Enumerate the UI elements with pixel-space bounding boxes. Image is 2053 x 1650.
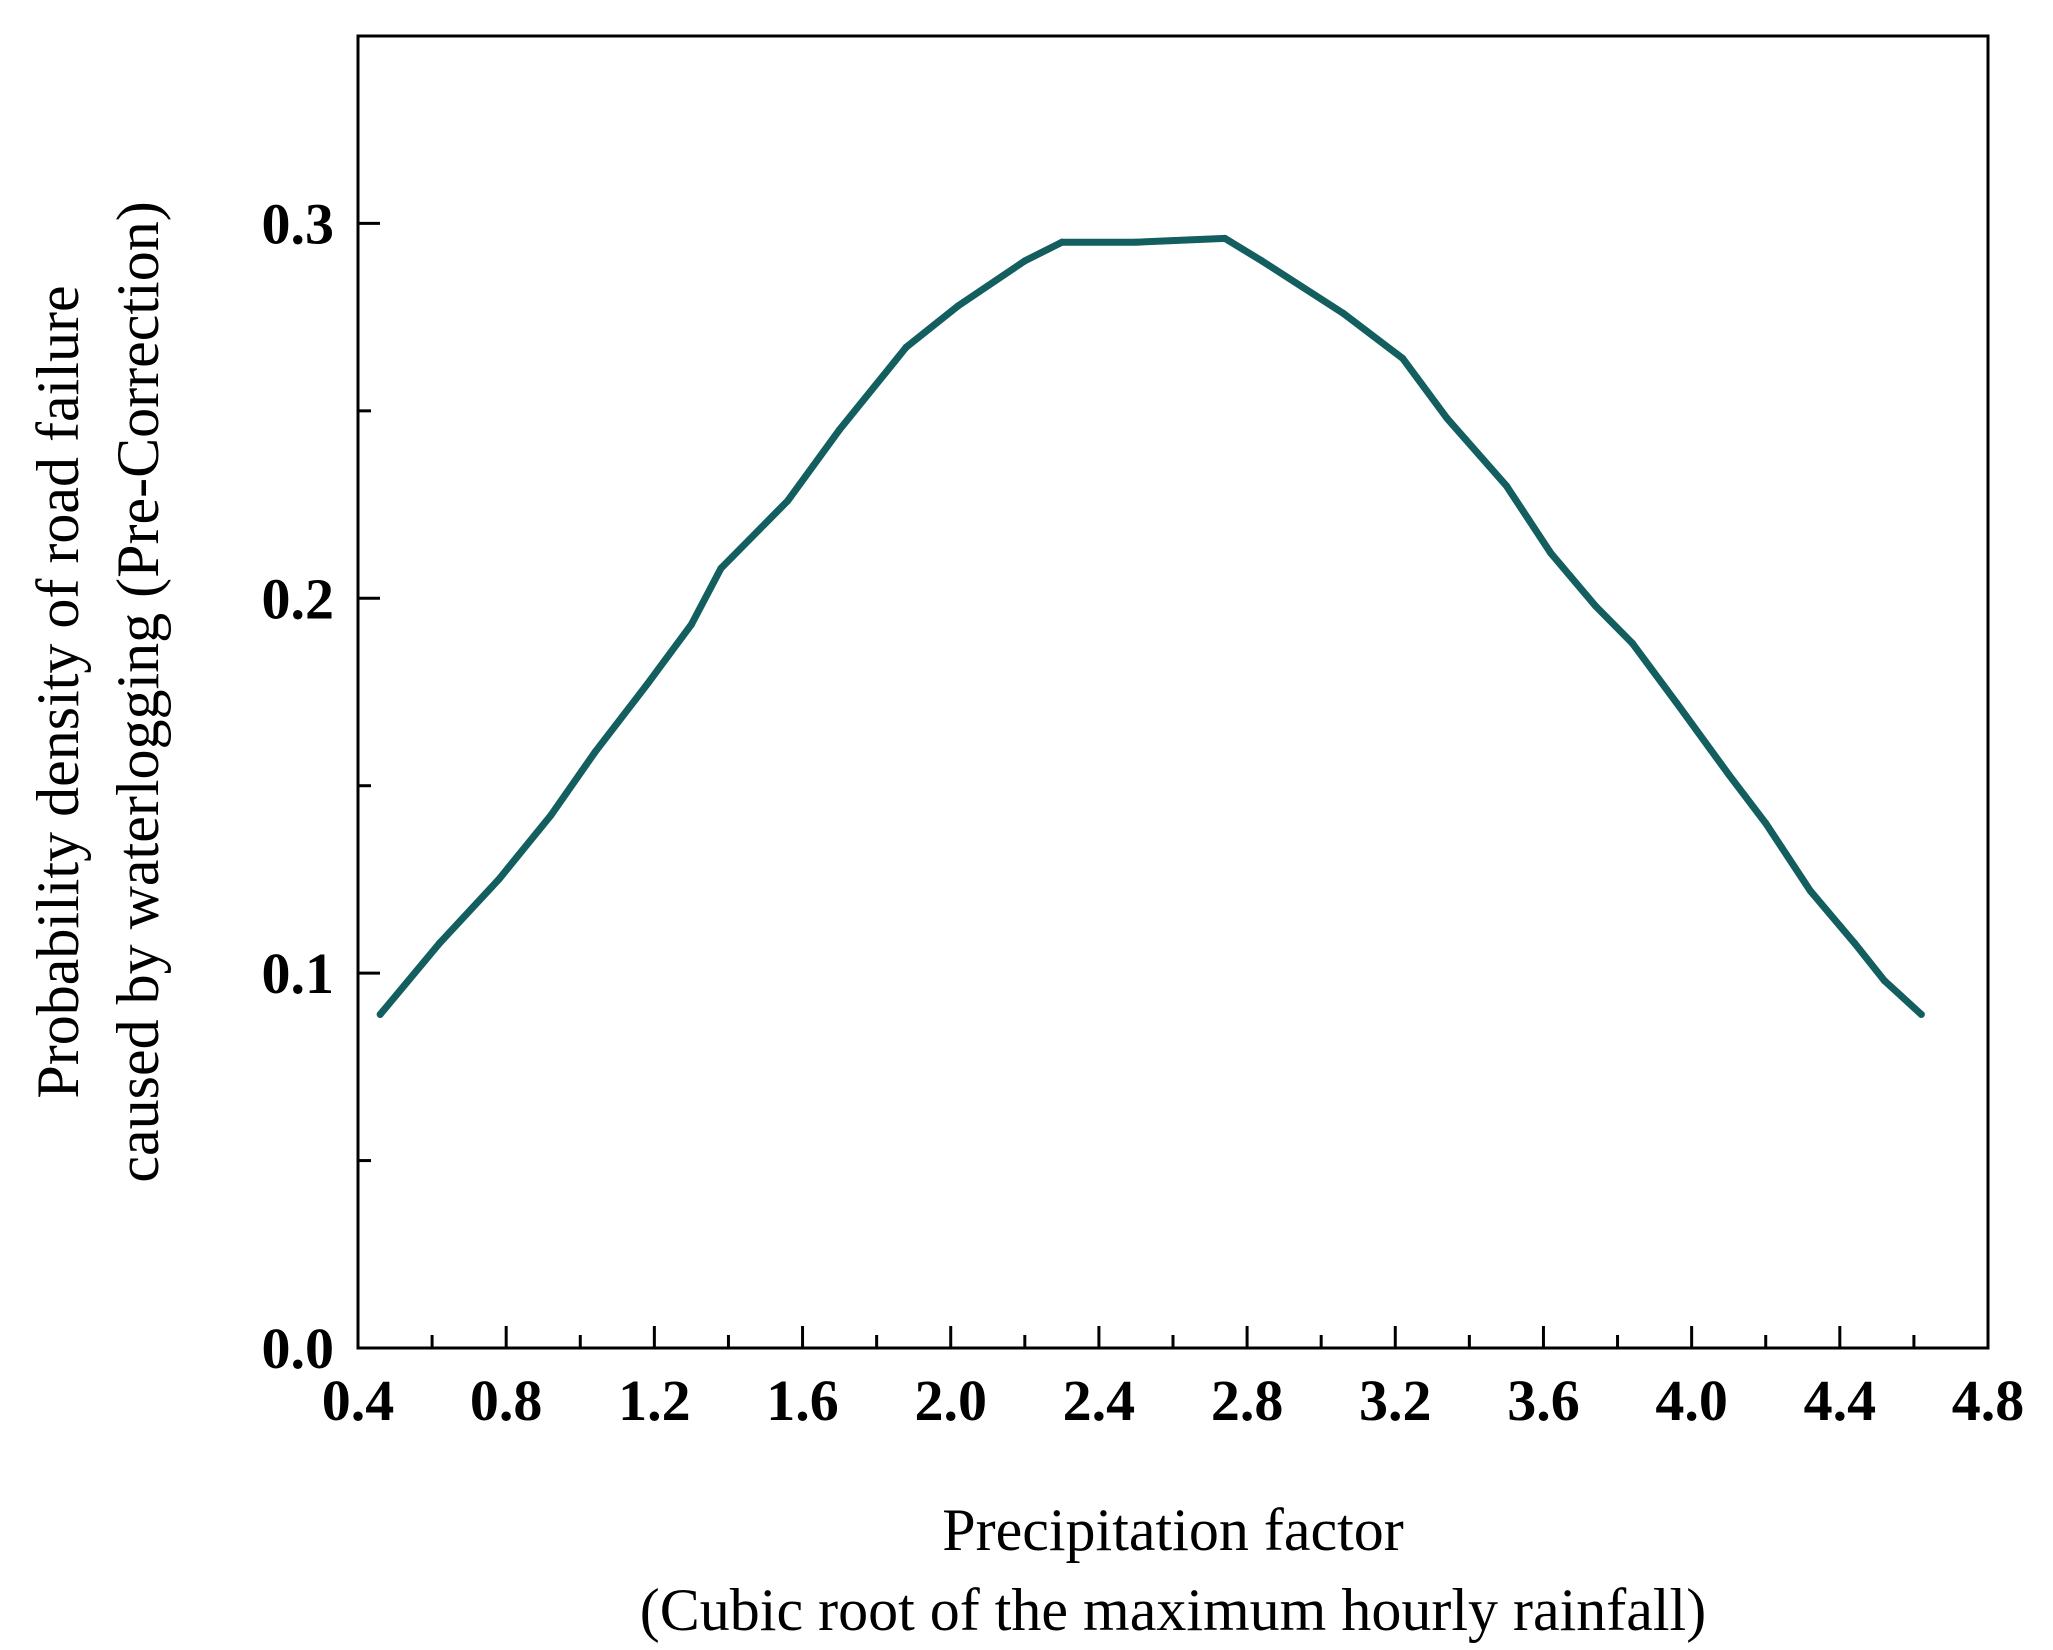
data-point bbox=[836, 426, 844, 434]
y-tick-label: 0.0 bbox=[262, 1316, 335, 1381]
data-point bbox=[1021, 257, 1029, 265]
data-point bbox=[954, 302, 962, 310]
x-tick-label: 2.4 bbox=[1063, 1368, 1136, 1433]
data-point bbox=[1221, 234, 1229, 242]
data-point bbox=[1058, 238, 1066, 246]
y-tick-label: 0.3 bbox=[262, 191, 335, 256]
data-point bbox=[376, 1010, 384, 1018]
data-point bbox=[784, 497, 792, 505]
x-tick-label: 3.2 bbox=[1359, 1368, 1432, 1433]
y-axis: 0.0 0.1 0.2 0.3 bbox=[262, 191, 380, 1381]
plot-frame bbox=[356, 34, 1990, 1350]
series-line-probability-density bbox=[376, 234, 1925, 1018]
x-tick-label: 1.6 bbox=[766, 1368, 839, 1433]
data-point bbox=[1547, 549, 1555, 557]
data-point bbox=[1725, 770, 1733, 778]
x-axis-title-line-1: Precipitation factor bbox=[942, 1497, 1404, 1563]
series-layer bbox=[376, 234, 1925, 1018]
data-point bbox=[1917, 1010, 1925, 1018]
data-point bbox=[1880, 977, 1888, 985]
x-tick-label: 2.8 bbox=[1211, 1368, 1284, 1433]
data-point bbox=[1591, 602, 1599, 610]
x-axis: 0.4 0.8 1.2 1.6 2.0 2.4 2.8 3.2 3.6 4.0 4.4 4.8 bbox=[322, 1326, 2025, 1433]
data-point bbox=[1628, 639, 1636, 647]
data-point bbox=[643, 681, 651, 689]
x-axis-title-line-2: (Cubic root of the maximum hourly rainfa… bbox=[640, 1577, 1706, 1643]
data-point bbox=[902, 343, 910, 351]
data-point bbox=[1806, 887, 1814, 895]
x-tick-label: 3.6 bbox=[1507, 1368, 1580, 1433]
x-tick-label: 1.2 bbox=[618, 1368, 691, 1433]
y-tick-label: 0.2 bbox=[262, 566, 335, 631]
x-tick-label: 0.8 bbox=[470, 1368, 543, 1433]
data-point bbox=[1399, 354, 1407, 362]
data-point bbox=[436, 939, 443, 947]
data-point bbox=[1502, 482, 1510, 490]
y-axis-title-line-1: Probability density of road failure bbox=[25, 285, 91, 1098]
y-tick-label: 0.1 bbox=[262, 941, 335, 1006]
data-point bbox=[1339, 309, 1347, 317]
x-tick-label: 2.0 bbox=[914, 1368, 987, 1433]
data-point bbox=[717, 564, 725, 572]
data-point bbox=[1443, 414, 1451, 422]
data-point bbox=[687, 621, 695, 629]
data-point bbox=[1762, 819, 1770, 827]
x-tick-label: 4.8 bbox=[1952, 1368, 2025, 1433]
data-point bbox=[1673, 699, 1681, 707]
x-tick-label: 4.4 bbox=[1804, 1368, 1877, 1433]
data-point bbox=[1851, 939, 1859, 947]
data-point bbox=[547, 812, 555, 820]
data-point bbox=[1132, 238, 1140, 246]
data-point bbox=[1258, 257, 1266, 265]
data-point bbox=[591, 748, 599, 756]
data-point bbox=[495, 875, 503, 883]
x-tick-label: 0.4 bbox=[322, 1368, 395, 1433]
x-tick-label: 4.0 bbox=[1655, 1368, 1728, 1433]
y-axis-title-line-2: caused by waterlogging (Pre-Correction) bbox=[105, 201, 171, 1182]
